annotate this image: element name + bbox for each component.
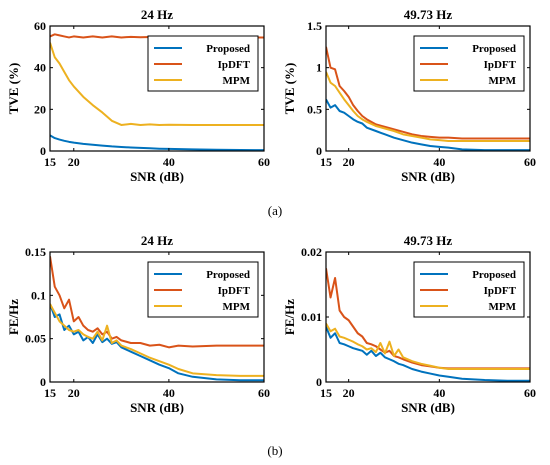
x-tick-label: 40 [433,155,445,169]
legend-label-proposed: Proposed [206,269,250,281]
x-tick-label: 60 [524,155,536,169]
series-line-proposed [50,303,264,382]
x-axis-label: SNR (dB) [130,169,184,184]
legend: Proposed IpDFT MPM [147,35,259,92]
chart-title: 49.73 Hz [404,7,453,22]
x-tick-label: 15 [44,155,56,169]
chart-title: 24 Hz [141,7,173,22]
series-line-mpm [326,71,530,142]
x-tick-label: 20 [68,386,80,400]
y-axis-label: FE/Hz [282,299,297,335]
y-tick-label: 60 [34,19,46,33]
chart-panel-b-49hz: 15 20 40 60 0 0.01 0.02 49.73 Hz SNR (dB) FE/Hz Pr… [282,233,536,415]
x-tick-label: 15 [44,386,56,400]
x-tick-label: 40 [433,386,445,400]
x-tick-label: 20 [343,155,355,169]
axes-box [49,25,265,152]
series-line-proposed [50,134,264,151]
x-tick-label: 40 [163,155,175,169]
y-tick-label: 0 [316,375,322,389]
legend-label-ipdft: IpDFT [484,285,517,297]
y-axis-label: TVE (%) [6,63,21,115]
legend-label-ipdft: IpDFT [218,285,251,297]
x-axis-label: SNR (dB) [401,169,455,184]
x-axis-label: SNR (dB) [130,400,184,415]
y-tick-label: 0.15 [25,245,46,259]
legend: Proposed IpDFT MPM [147,261,259,318]
legend-label-proposed: Proposed [472,43,516,55]
chart-title: 24 Hz [141,233,173,248]
legend-label-proposed: Proposed [206,43,250,55]
chart-panel-a-24hz: 15 20 40 60 0 20 40 60 24 Hz SNR (dB) TVE (%) Propo… [6,7,270,184]
y-tick-label: 0.02 [301,245,322,259]
legend-label-mpm: MPM [223,75,251,87]
y-tick-label: 40 [34,61,46,75]
y-tick-label: 20 [34,102,46,116]
legend: Proposed IpDFT MPM [413,261,525,318]
axes-box [49,251,265,383]
y-tick-label: 0.05 [25,332,46,346]
chart-panel-a-49hz: 15 20 40 60 0 0.5 1 1.5 49.73 Hz SNR (dB) TVE (%) P… [282,7,536,184]
x-tick-label: 60 [524,386,536,400]
x-axis-label: SNR (dB) [401,400,455,415]
legend-label-proposed: Proposed [472,269,516,281]
legend: Proposed IpDFT MPM [413,35,525,92]
caption-b: (b) [267,443,282,458]
y-tick-label: 0.01 [301,310,322,324]
legend-label-ipdft: IpDFT [218,59,251,71]
y-tick-label: 0.1 [31,288,46,302]
x-tick-label: 40 [163,386,175,400]
y-axis-label: TVE (%) [282,63,297,115]
x-tick-label: 60 [258,155,270,169]
y-tick-label: 1.5 [307,19,322,33]
x-tick-label: 20 [68,155,80,169]
y-tick-label: 0 [40,375,46,389]
series-line-mpm [326,322,530,370]
y-axis-label: FE/Hz [6,299,21,335]
chart-panel-b-24hz: 15 20 40 60 0 0.05 0.1 0.15 24 Hz SNR (dB) FE/Hz Pr… [6,233,270,415]
caption-a: (a) [268,203,282,218]
y-tick-label: 1 [316,61,322,75]
legend-label-ipdft: IpDFT [484,59,517,71]
series-line-mpm [50,303,264,377]
series-line-proposed [326,326,530,382]
axes-box [325,25,531,152]
x-tick-label: 20 [343,386,355,400]
series-line-ipdft [326,46,530,140]
legend-label-mpm: MPM [489,75,517,87]
y-tick-label: 0.5 [307,102,322,116]
legend-label-mpm: MPM [489,301,517,313]
series-line-proposed [326,98,530,151]
series-line-mpm [50,42,264,126]
x-tick-label: 60 [258,386,270,400]
x-tick-label: 15 [320,386,332,400]
chart-title: 49.73 Hz [404,233,453,248]
legend-label-mpm: MPM [223,301,251,313]
y-tick-label: 0 [316,144,322,158]
x-tick-label: 15 [320,155,332,169]
y-tick-label: 0 [40,144,46,158]
